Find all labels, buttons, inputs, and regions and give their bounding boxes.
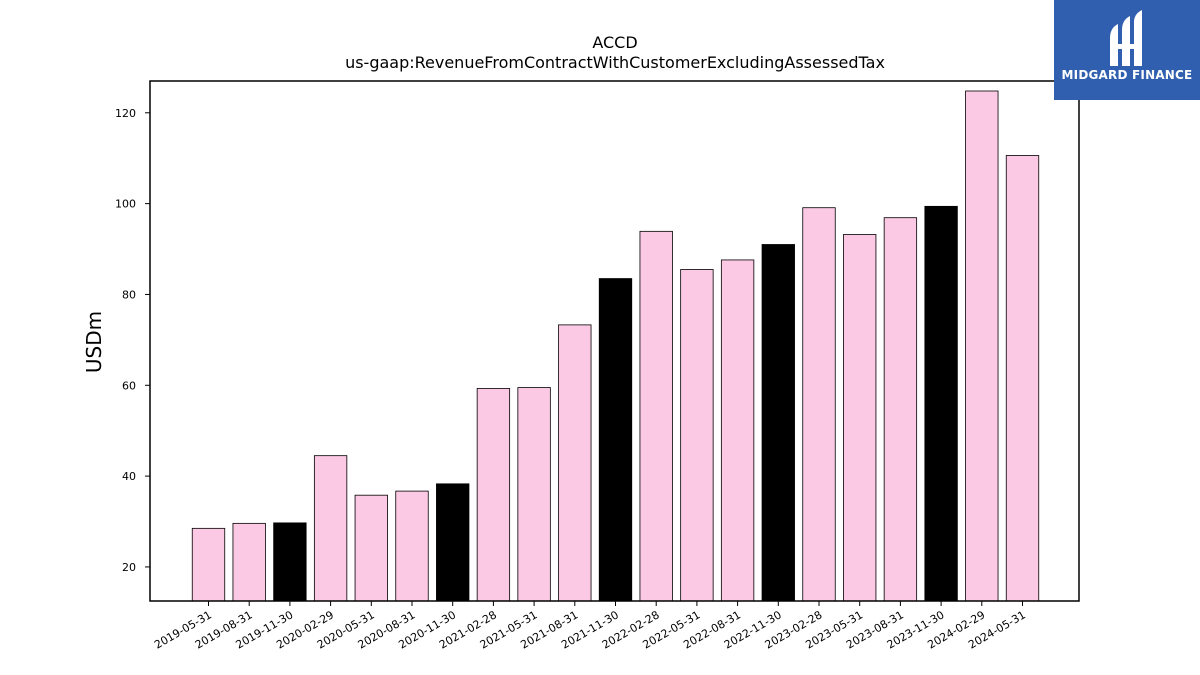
bar-2020-11-30 (436, 483, 470, 602)
y-tick-label: 40 (122, 470, 136, 483)
y-axis-label: USDm (82, 311, 106, 373)
bar-2021-05-31 (517, 387, 551, 602)
logo-mark-icon (1110, 10, 1142, 66)
brand-logo: MIDGARD FINANCE (1054, 0, 1200, 100)
bar-2021-02-28 (476, 388, 511, 602)
y-tick-label: 60 (122, 379, 136, 392)
bar-2020-05-31 (354, 494, 388, 602)
bar-2022-02-28 (639, 230, 673, 602)
bar-2019-05-31 (191, 527, 226, 602)
chart-subtitle: us-gaap:RevenueFromContractWithCustomerE… (345, 53, 885, 72)
y-tick-label: 80 (122, 288, 136, 301)
y-axis-ticks: 20 40 60 80 100 120 (115, 107, 150, 574)
bar-2023-11-30 (924, 205, 958, 602)
bar-2023-05-31 (843, 234, 877, 602)
bar-2023-02-28 (802, 207, 836, 602)
bars-group (191, 90, 1040, 602)
bar-2022-05-31 (680, 269, 714, 602)
bar-2020-08-31 (395, 490, 429, 602)
bar-2020-02-29 (313, 455, 348, 602)
y-tick-label: 120 (115, 107, 136, 120)
bar-2022-08-31 (720, 259, 755, 602)
bar-2022-11-30 (761, 244, 795, 602)
x-axis-ticks: 2019-05-312019-08-312019-11-302020-02-29… (152, 601, 1028, 652)
logo-text: MIDGARD FINANCE (1061, 68, 1193, 82)
bar-2021-08-31 (558, 324, 592, 602)
bar-2019-08-31 (232, 522, 266, 602)
bar-2024-05-31 (1005, 155, 1040, 602)
bar-2019-11-30 (273, 522, 307, 602)
chart-title: ACCD (592, 33, 637, 52)
y-tick-label: 100 (115, 198, 136, 211)
bar-2023-08-31 (883, 217, 918, 602)
y-tick-label: 20 (122, 561, 136, 574)
plot-frame (149, 80, 1080, 602)
bar-2024-02-29 (965, 90, 999, 602)
bar-2021-11-30 (598, 278, 633, 602)
